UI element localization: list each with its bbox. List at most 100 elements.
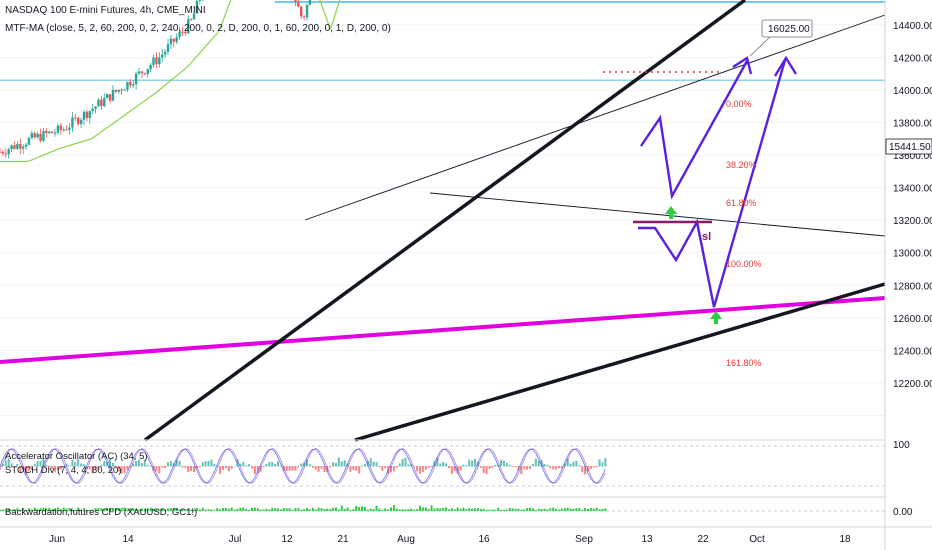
backwardation-bar <box>233 509 236 511</box>
ac-bar <box>77 459 80 467</box>
backwardation-bar <box>1 509 4 511</box>
ac-bar <box>149 465 152 467</box>
ac-bar <box>337 457 340 467</box>
backwardation-bar <box>213 509 216 511</box>
backwardation-bar <box>508 508 511 511</box>
ac-bar <box>1 463 4 467</box>
backwardation-bar <box>201 507 204 511</box>
ac-bar <box>447 466 450 469</box>
backwardation-bar <box>262 509 265 511</box>
ac-bar <box>91 466 94 474</box>
ac-bar <box>589 466 592 470</box>
ac-bar <box>56 466 59 470</box>
ac-bar <box>7 458 10 467</box>
backwardation-bar <box>19 509 22 511</box>
backwardation-bar <box>138 509 141 511</box>
ac-bar <box>526 466 529 470</box>
backwardation-bar <box>421 507 424 511</box>
candle-body <box>158 57 161 65</box>
backwardation-bar <box>181 508 184 511</box>
ac-bar <box>120 466 123 474</box>
backwardation-bar <box>355 505 358 511</box>
ac-bar <box>326 466 329 472</box>
backwardation-bar <box>195 507 198 511</box>
target-callout-box <box>761 19 813 38</box>
ac-bar <box>207 461 210 467</box>
backwardation-bar <box>22 507 25 511</box>
backwardation-bar <box>282 508 285 511</box>
backwardation-bar <box>502 509 505 511</box>
candle-body <box>13 145 16 149</box>
backwardation-bar <box>543 508 546 511</box>
stoch-label[interactable]: STOCH Div (7, 4, 4, 80, 20) <box>5 465 122 476</box>
buy-arrow-2 <box>710 311 722 324</box>
backwardation-bar <box>604 508 607 511</box>
ac-bar <box>427 466 430 468</box>
candle-body <box>195 0 199 14</box>
ac-bar <box>375 462 378 467</box>
candle-body <box>4 153 7 155</box>
ac-bar <box>505 462 508 467</box>
ac-label[interactable]: Accelerator Oscillator (AC) (34, 5) <box>5 451 148 462</box>
backwardation-bar <box>216 508 219 511</box>
ac-bar <box>30 466 33 471</box>
ac-bar <box>222 466 225 470</box>
backwardation-bar <box>300 509 303 511</box>
backwardation-bar <box>62 507 65 511</box>
backwardation-bar <box>531 508 534 511</box>
backwardation-bar <box>285 508 288 511</box>
symbol-title[interactable]: NASDAQ 100 E-mini Futures, 4h, CME_MINI <box>5 5 206 16</box>
ac-bar <box>210 459 213 467</box>
ac-bar <box>4 460 7 467</box>
backwardation-bar <box>10 509 13 511</box>
backwardation-bar <box>560 508 563 511</box>
ac-bar <box>502 460 505 467</box>
backwardation-bar <box>224 507 227 511</box>
backwardation-bar <box>387 509 390 511</box>
ac-bar <box>68 465 71 467</box>
ac-bar <box>578 465 581 467</box>
candle-body <box>50 131 54 134</box>
backwardation-bar <box>433 508 436 511</box>
ac-bar <box>421 466 424 472</box>
backwardation-label[interactable]: Backwardation,futures CFD (XAUUSD, GC1!) <box>5 507 197 518</box>
backwardation-bar <box>569 508 572 511</box>
candle-body <box>48 131 51 134</box>
backwardation-bar <box>143 508 146 511</box>
candle-body <box>294 0 297 2</box>
ac-bar <box>140 463 143 467</box>
candle-body <box>187 19 190 34</box>
ac-bar <box>482 466 485 473</box>
backwardation-bar <box>372 509 375 511</box>
backwardation-bar <box>413 509 416 511</box>
backwardation-bar <box>439 508 442 511</box>
backwardation-bar <box>187 508 190 511</box>
backwardation-bar <box>111 509 114 511</box>
ac-bar <box>158 466 161 474</box>
ac-bar <box>381 466 384 471</box>
price-axis[interactable]: 12200.00 12400.00 12600.00 12800.00 13000.00… <box>893 0 932 390</box>
candle-body <box>163 51 167 55</box>
backwardation-bar <box>511 508 514 511</box>
candle-body <box>169 38 173 45</box>
last-price-badge: 15441.50 <box>889 142 931 153</box>
ac-bar <box>581 466 584 473</box>
arrow-head-1 <box>732 56 753 75</box>
ac-bar <box>51 466 54 469</box>
time-axis[interactable]: Jun 14 Jul 12 21 Aug 16 Sep 13 22 Oct 18 <box>49 534 851 545</box>
candle-body <box>21 146 25 149</box>
ac-bar <box>595 466 598 468</box>
backwardation-bar <box>369 508 372 511</box>
ac-bar <box>488 466 491 470</box>
ac-bar <box>540 460 543 467</box>
backwardation-bar <box>297 508 300 511</box>
ac-bar <box>193 466 196 473</box>
backwardation-bar <box>390 507 393 511</box>
backwardation-bar <box>30 509 33 511</box>
indicator-title[interactable]: MTF-MA (close, 5, 2, 60, 200, 0, 2, 240,… <box>5 23 391 34</box>
ac-bar <box>146 464 149 467</box>
ac-bar <box>569 463 572 467</box>
descending-line <box>429 192 886 237</box>
backwardation-bar <box>398 509 401 511</box>
